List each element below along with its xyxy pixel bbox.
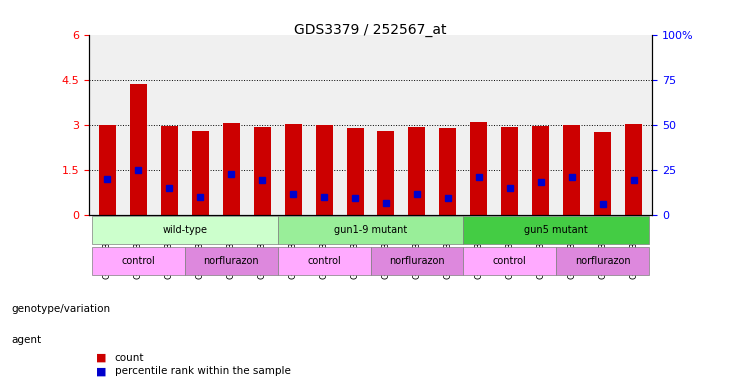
Text: percentile rank within the sample: percentile rank within the sample — [115, 366, 290, 376]
Text: GDS3379 / 252567_at: GDS3379 / 252567_at — [294, 23, 447, 37]
Text: control: control — [493, 256, 527, 266]
Bar — [439, 129, 456, 215]
Bar — [130, 84, 147, 215]
FancyBboxPatch shape — [463, 216, 649, 244]
Bar — [253, 127, 270, 215]
FancyBboxPatch shape — [556, 247, 649, 275]
Bar — [471, 122, 488, 215]
Bar — [192, 131, 209, 215]
Bar — [347, 127, 364, 215]
FancyBboxPatch shape — [92, 216, 278, 244]
FancyBboxPatch shape — [370, 247, 463, 275]
Bar — [161, 126, 178, 215]
Text: gun5 mutant: gun5 mutant — [525, 225, 588, 235]
FancyBboxPatch shape — [463, 247, 556, 275]
Bar — [594, 132, 611, 215]
Bar — [99, 124, 116, 215]
Bar — [223, 123, 240, 215]
Text: control: control — [122, 256, 156, 266]
Bar — [408, 127, 425, 215]
Text: norflurazon: norflurazon — [204, 256, 259, 266]
FancyBboxPatch shape — [278, 247, 370, 275]
Text: wild-type: wild-type — [162, 225, 207, 235]
FancyBboxPatch shape — [92, 247, 185, 275]
Text: gun1-9 mutant: gun1-9 mutant — [334, 225, 407, 235]
Text: agent: agent — [11, 335, 41, 345]
Text: control: control — [308, 256, 341, 266]
FancyBboxPatch shape — [185, 247, 278, 275]
Bar — [377, 131, 394, 215]
Bar — [316, 124, 333, 215]
Text: ■: ■ — [96, 353, 107, 363]
Bar — [625, 124, 642, 215]
Text: norflurazon: norflurazon — [389, 256, 445, 266]
Bar — [563, 124, 580, 215]
Bar — [501, 127, 518, 215]
Text: norflurazon: norflurazon — [575, 256, 631, 266]
Text: ■: ■ — [96, 366, 107, 376]
Text: genotype/variation: genotype/variation — [11, 304, 110, 314]
FancyBboxPatch shape — [278, 216, 463, 244]
Bar — [532, 126, 549, 215]
Bar — [285, 124, 302, 215]
Text: count: count — [115, 353, 144, 363]
